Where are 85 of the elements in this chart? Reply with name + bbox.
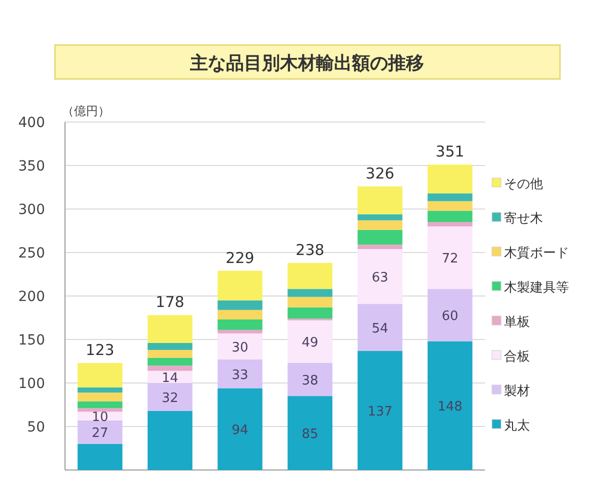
data-label: 32: [162, 390, 178, 406]
bar: [218, 300, 262, 310]
total-label: 238: [296, 240, 324, 259]
legend-label: 単板: [504, 315, 530, 330]
bar: [428, 210, 472, 222]
bar: [148, 315, 192, 343]
bar: [148, 342, 192, 350]
bar: [78, 362, 122, 388]
bar: [218, 360, 262, 388]
data-label: 49: [302, 336, 318, 351]
bar: [358, 186, 402, 214]
data-label: 27: [92, 426, 108, 442]
bar: [288, 262, 332, 290]
bar: [78, 401, 122, 408]
y-tick-label: 250: [18, 246, 45, 262]
bar: [218, 333, 262, 360]
bar: [358, 249, 402, 304]
y-tick-label: 400: [18, 115, 45, 131]
data-label: 63: [372, 270, 388, 286]
total-label: 351: [436, 142, 464, 161]
total-label: 229: [226, 248, 254, 267]
data-label: 137: [368, 404, 392, 420]
bar: [78, 408, 122, 412]
data-label: 38: [302, 374, 318, 389]
bar: [78, 420, 122, 444]
bar: [358, 304, 402, 351]
bar: [148, 358, 192, 366]
bar: [78, 444, 122, 470]
data-label: 33: [232, 368, 248, 383]
bar: [428, 226, 472, 290]
y-tick-label: 300: [18, 202, 45, 218]
legend-label: 木質ボード: [504, 246, 569, 261]
bar: [358, 214, 402, 220]
data-label: 54: [372, 321, 388, 336]
legend-label: 丸太: [504, 418, 530, 434]
total-label: 123: [86, 340, 114, 359]
bar: [428, 164, 472, 194]
bar: [148, 410, 192, 470]
data-label: 85: [302, 427, 318, 442]
data-label: 94: [232, 423, 248, 438]
data-label: 10: [92, 410, 108, 426]
legend-label: その他: [504, 177, 543, 192]
y-tick-label: 350: [18, 158, 45, 174]
y-tick-label: 50: [27, 420, 45, 436]
y-axis-title: （億円）: [62, 104, 110, 118]
total-label: 178: [156, 293, 184, 312]
bar: [358, 230, 402, 245]
bar: [428, 222, 472, 226]
bar: [288, 396, 332, 470]
data-label: 14: [162, 370, 178, 386]
bar: [148, 383, 192, 411]
bar: [358, 220, 402, 230]
data-label: 30: [232, 340, 248, 356]
total-label: 326: [366, 164, 394, 182]
bar: [78, 387, 122, 393]
y-tick-label: 100: [18, 376, 45, 392]
bar: [428, 201, 472, 211]
bar: [288, 296, 332, 308]
data-label: 60: [442, 309, 458, 324]
bar: [428, 341, 472, 470]
bar: [288, 362, 332, 396]
bar: [428, 289, 472, 342]
legend-label: 木製建具等: [504, 280, 569, 296]
y-tick-label: 200: [18, 289, 45, 305]
bar: [218, 388, 262, 470]
bar: [428, 193, 472, 202]
bar: [148, 350, 192, 358]
legend-label: 寄せ木: [504, 210, 543, 226]
bar: [288, 320, 332, 363]
bar: [218, 270, 262, 300]
bar: [148, 366, 192, 371]
data-label: 72: [442, 252, 458, 267]
bar: [358, 244, 402, 250]
bar: [288, 289, 332, 297]
chart-title: 主な品目別木材輸出額の推移: [189, 53, 424, 74]
bar: [218, 330, 262, 334]
bar: [78, 392, 122, 402]
bar: [218, 319, 262, 330]
bar: [218, 310, 262, 320]
data-label: 148: [438, 400, 462, 415]
legend-label: 合板: [504, 350, 530, 364]
bar: [288, 307, 332, 319]
legend-label: 製材: [504, 384, 530, 399]
y-tick-label: 150: [18, 332, 45, 348]
bar: [358, 350, 402, 470]
